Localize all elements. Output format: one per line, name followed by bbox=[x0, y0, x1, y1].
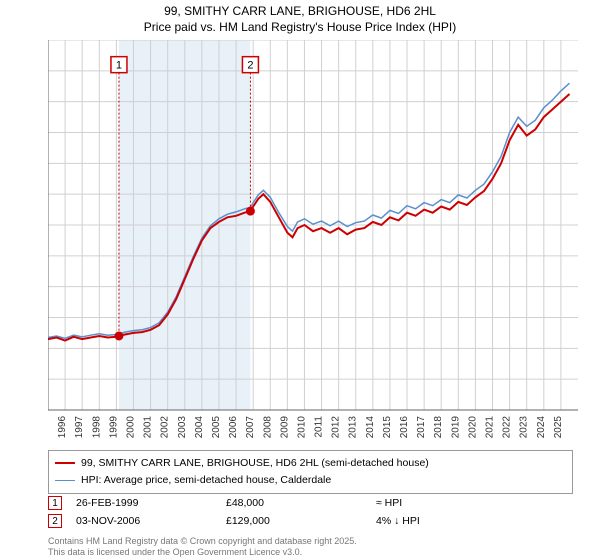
chart-svg: £0£20K£40K£60K£80K£100K£120K£140K£160K£1… bbox=[48, 40, 578, 450]
xtick-label: 2020 bbox=[467, 416, 478, 439]
footer-line-2: This data is licensed under the Open Gov… bbox=[48, 547, 357, 558]
callout-number: 2 bbox=[247, 60, 253, 72]
sales-date: 03-NOV-2006 bbox=[76, 515, 226, 527]
legend-label: HPI: Average price, semi-detached house,… bbox=[81, 472, 331, 489]
xtick-label: 2025 bbox=[553, 416, 564, 439]
xtick-label: 2004 bbox=[194, 416, 205, 439]
legend-item: HPI: Average price, semi-detached house,… bbox=[55, 472, 566, 489]
xtick-label: 1997 bbox=[74, 416, 85, 439]
title-line-2: Price paid vs. HM Land Registry's House … bbox=[0, 20, 600, 36]
xtick-label: 2000 bbox=[125, 416, 136, 439]
xtick-label: 2001 bbox=[143, 416, 154, 439]
xtick-label: 2005 bbox=[211, 416, 222, 439]
xtick-label: 1999 bbox=[108, 416, 119, 439]
title-line-1: 99, SMITHY CARR LANE, BRIGHOUSE, HD6 2HL bbox=[0, 4, 600, 20]
callout-number: 1 bbox=[116, 60, 122, 72]
footer-attribution: Contains HM Land Registry data © Crown c… bbox=[48, 536, 357, 558]
legend-label: 99, SMITHY CARR LANE, BRIGHOUSE, HD6 2HL… bbox=[81, 455, 429, 472]
xtick-label: 2024 bbox=[536, 416, 547, 439]
xtick-label: 2007 bbox=[245, 416, 256, 439]
sale-marker bbox=[246, 207, 254, 215]
xtick-label: 2008 bbox=[262, 416, 273, 439]
sales-diff: 4% ↓ HPI bbox=[376, 515, 526, 527]
sales-number-box: 2 bbox=[48, 514, 62, 528]
xtick-label: 2003 bbox=[177, 416, 188, 439]
xtick-label: 2014 bbox=[365, 416, 376, 439]
sales-date: 26-FEB-1999 bbox=[76, 497, 226, 509]
xtick-label: 2021 bbox=[485, 416, 496, 439]
xtick-label: 2023 bbox=[519, 416, 530, 439]
sales-diff: ≈ HPI bbox=[376, 497, 526, 509]
xtick-label: 1995 bbox=[48, 416, 51, 439]
sales-price: £48,000 bbox=[226, 497, 376, 509]
xtick-label: 2018 bbox=[433, 416, 444, 439]
xtick-label: 2013 bbox=[348, 416, 359, 439]
sales-table: 1 26-FEB-1999£48,000≈ HPI 2 03-NOV-2006£129… bbox=[48, 494, 573, 530]
xtick-label: 2017 bbox=[416, 416, 427, 439]
sale-marker bbox=[115, 332, 123, 340]
xtick-label: 2009 bbox=[279, 416, 290, 439]
sales-number-box: 1 bbox=[48, 496, 62, 510]
xtick-label: 2019 bbox=[450, 416, 461, 439]
xtick-label: 2002 bbox=[160, 416, 171, 439]
chart-title: 99, SMITHY CARR LANE, BRIGHOUSE, HD6 2HL… bbox=[0, 0, 600, 35]
sales-row: 1 26-FEB-1999£48,000≈ HPI bbox=[48, 494, 573, 512]
xtick-label: 2011 bbox=[314, 416, 325, 438]
xtick-label: 1998 bbox=[91, 416, 102, 439]
xtick-label: 1996 bbox=[57, 416, 68, 439]
legend-box: 99, SMITHY CARR LANE, BRIGHOUSE, HD6 2HL… bbox=[48, 450, 573, 494]
xtick-label: 2012 bbox=[331, 416, 342, 439]
xtick-label: 2015 bbox=[382, 416, 393, 439]
xtick-label: 2010 bbox=[296, 416, 307, 439]
legend-swatch bbox=[55, 480, 75, 481]
footer-line-1: Contains HM Land Registry data © Crown c… bbox=[48, 536, 357, 547]
legend-swatch bbox=[55, 462, 75, 464]
xtick-label: 2022 bbox=[502, 416, 513, 439]
sales-row: 2 03-NOV-2006£129,0004% ↓ HPI bbox=[48, 512, 573, 530]
xtick-label: 2006 bbox=[228, 416, 239, 439]
legend-item: 99, SMITHY CARR LANE, BRIGHOUSE, HD6 2HL… bbox=[55, 455, 566, 472]
price-chart: £0£20K£40K£60K£80K£100K£120K£140K£160K£1… bbox=[48, 40, 578, 410]
sales-price: £129,000 bbox=[226, 515, 376, 527]
xtick-label: 2016 bbox=[399, 416, 410, 439]
